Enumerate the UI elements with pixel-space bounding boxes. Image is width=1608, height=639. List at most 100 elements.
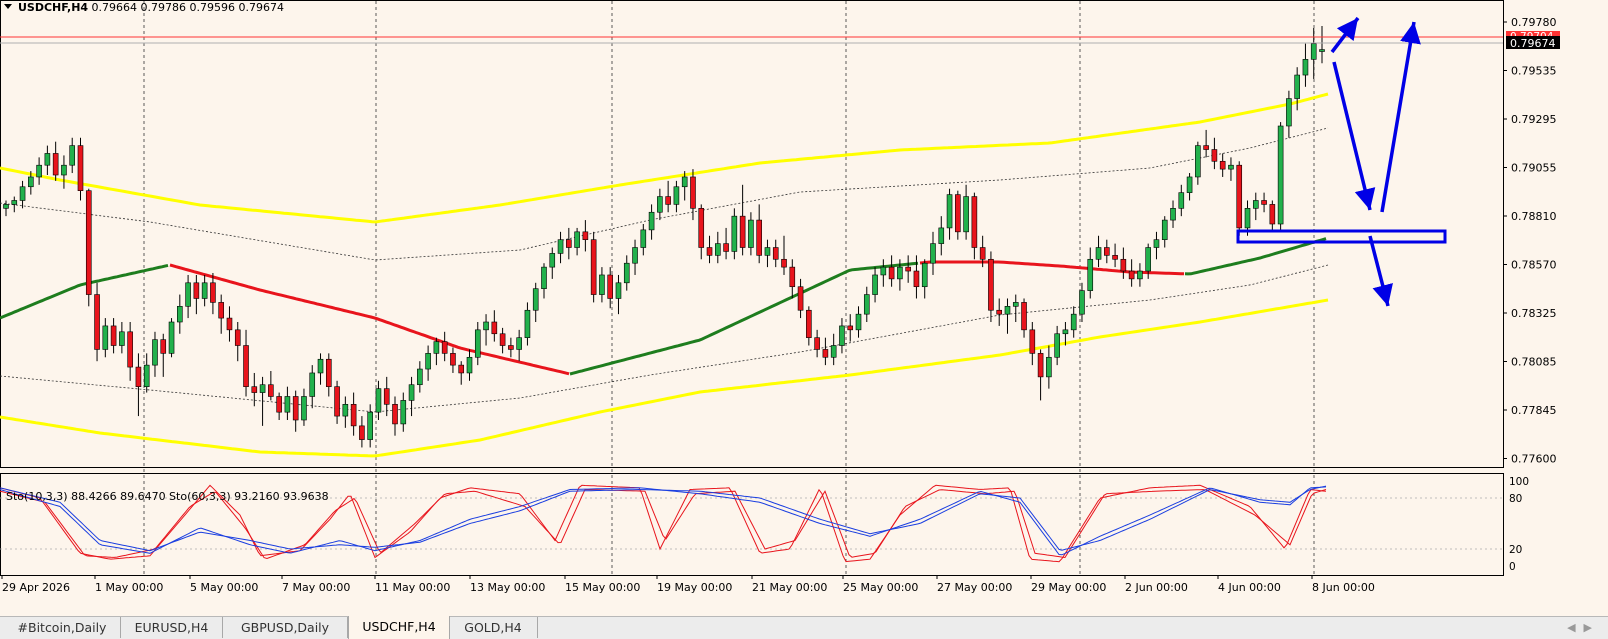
bull-candle xyxy=(946,194,953,229)
stochastic-axis-label: 20 xyxy=(1509,544,1522,556)
price-axis-label: 0.77600 xyxy=(1511,453,1557,466)
bear-candle xyxy=(789,266,796,288)
bull-candle xyxy=(433,341,440,354)
bull-candle xyxy=(1286,98,1292,127)
bull-candle xyxy=(143,364,150,387)
bull-candle xyxy=(466,356,473,374)
tab-gold-h4[interactable]: GOLD,H4 xyxy=(449,617,538,638)
forecast-arrow-down-breakdown xyxy=(1368,235,1393,307)
envelope-layer xyxy=(0,92,1329,458)
bull-candle xyxy=(28,176,34,188)
bull-candle xyxy=(549,253,556,268)
chart-canvas[interactable]: 0.79780 0.79535 0.79295 0.79055 0.78810 0.785… xyxy=(0,0,1608,616)
time-axis-label: 8 Jun 00:00 xyxy=(1312,581,1375,594)
time-axis-label: 19 May 00:00 xyxy=(657,581,732,594)
moving-average-rising xyxy=(0,263,169,320)
bear-candle xyxy=(979,247,986,260)
bear-candle xyxy=(582,231,589,240)
bear-candle xyxy=(292,396,299,421)
bull-candle xyxy=(574,231,580,248)
bull-candle xyxy=(623,262,630,284)
bear-candle xyxy=(210,282,216,303)
time-axis-label: 15 May 00:00 xyxy=(565,581,640,594)
bull-candle xyxy=(681,176,688,188)
price-axis-label: 0.78325 xyxy=(1511,307,1557,320)
axis-layer: 0.79780 0.79535 0.79295 0.79055 0.78810 0.785… xyxy=(1,16,1560,594)
bear-candle xyxy=(566,239,572,248)
forecast-arrow-down xyxy=(1332,61,1376,211)
price-axis-label: 0.79055 xyxy=(1511,162,1557,175)
bear-candle xyxy=(160,339,167,354)
bull-candle xyxy=(1079,290,1085,315)
time-axis-label: 4 Jun 00:00 xyxy=(1218,581,1281,594)
price-axis-label: 0.77845 xyxy=(1511,404,1557,417)
bear-candle xyxy=(690,176,696,209)
forecast-arrow-up-long xyxy=(1380,21,1421,213)
overlay-layer xyxy=(0,16,1503,307)
bear-candle xyxy=(268,384,274,397)
time-axis-label: 2 Jun 00:00 xyxy=(1125,581,1188,594)
bear-candle xyxy=(127,331,133,368)
bull-candle xyxy=(102,325,109,350)
bear-candle xyxy=(135,366,142,387)
bear-candle xyxy=(499,333,506,346)
bull-candle xyxy=(1302,59,1309,76)
bear-candle xyxy=(334,386,340,417)
tab-gbpusd-daily[interactable]: GBPUSD,Daily xyxy=(223,617,348,638)
time-axis-label: 21 May 00:00 xyxy=(752,581,827,594)
bull-candle xyxy=(168,321,175,354)
bear-candle xyxy=(706,247,713,256)
bull-candle xyxy=(731,215,738,252)
moving-average-layer xyxy=(0,237,1327,376)
main-pane-frame xyxy=(0,0,1504,468)
bull-candle xyxy=(640,229,647,248)
bear-candle xyxy=(665,196,671,205)
bull-candle xyxy=(599,274,605,295)
bear-candle xyxy=(243,345,249,387)
stochastic-axis-label: 0 xyxy=(1509,561,1516,573)
bear-candle xyxy=(85,190,92,295)
tab-bitcoin-daily[interactable]: #Bitcoin,Daily xyxy=(4,617,121,638)
current-price-badge-text: 0.79674 xyxy=(1510,37,1556,50)
bull-candle xyxy=(863,294,870,315)
upper-envelope-line xyxy=(0,92,1329,224)
bull-candle xyxy=(177,306,183,323)
bull-candle xyxy=(11,200,18,205)
bull-candle xyxy=(69,145,76,166)
bull-candle xyxy=(1310,43,1317,60)
tab-eurusd-h4[interactable]: EURUSD,H4 xyxy=(121,617,223,638)
price-axis-label: 0.78085 xyxy=(1511,356,1557,369)
stochastic-slow-signal-line xyxy=(0,485,1327,552)
bull-candle xyxy=(474,329,481,358)
bull-candle xyxy=(3,204,9,209)
bull-candle xyxy=(408,384,415,401)
bull-candle xyxy=(284,396,291,413)
bull-candle xyxy=(516,337,522,350)
bear-candle xyxy=(797,286,804,311)
bull-candle xyxy=(1046,356,1052,378)
stochastic-axis-label: 100 xyxy=(1509,476,1529,488)
candles-layer xyxy=(3,26,1325,448)
bull-candle xyxy=(839,325,845,346)
bear-candle xyxy=(806,309,812,338)
bull-candle xyxy=(400,400,407,425)
bull-candle xyxy=(1137,270,1143,280)
bull-candle xyxy=(1186,176,1193,193)
dropdown-triangle-icon[interactable] xyxy=(4,4,12,9)
bear-candle xyxy=(1128,270,1135,280)
bear-candle xyxy=(772,247,779,260)
bull-candle xyxy=(1294,74,1300,99)
bear-candle xyxy=(781,258,787,268)
bear-candle xyxy=(1112,255,1118,260)
bull-candle xyxy=(61,164,67,176)
bull-candle xyxy=(342,404,349,417)
bear-candle xyxy=(1219,160,1226,170)
tab-usdchf-h4[interactable]: USDCHF,H4 xyxy=(348,616,450,639)
time-axis-label: 29 Apr 2026 xyxy=(2,581,70,594)
bear-candle xyxy=(607,274,614,299)
tab-scroll-arrows-icon[interactable]: ◀▶ xyxy=(1567,621,1600,634)
bull-candle xyxy=(301,396,307,421)
bull-candle xyxy=(367,411,373,440)
bull-candle xyxy=(185,282,191,307)
bull-candle xyxy=(648,211,655,231)
